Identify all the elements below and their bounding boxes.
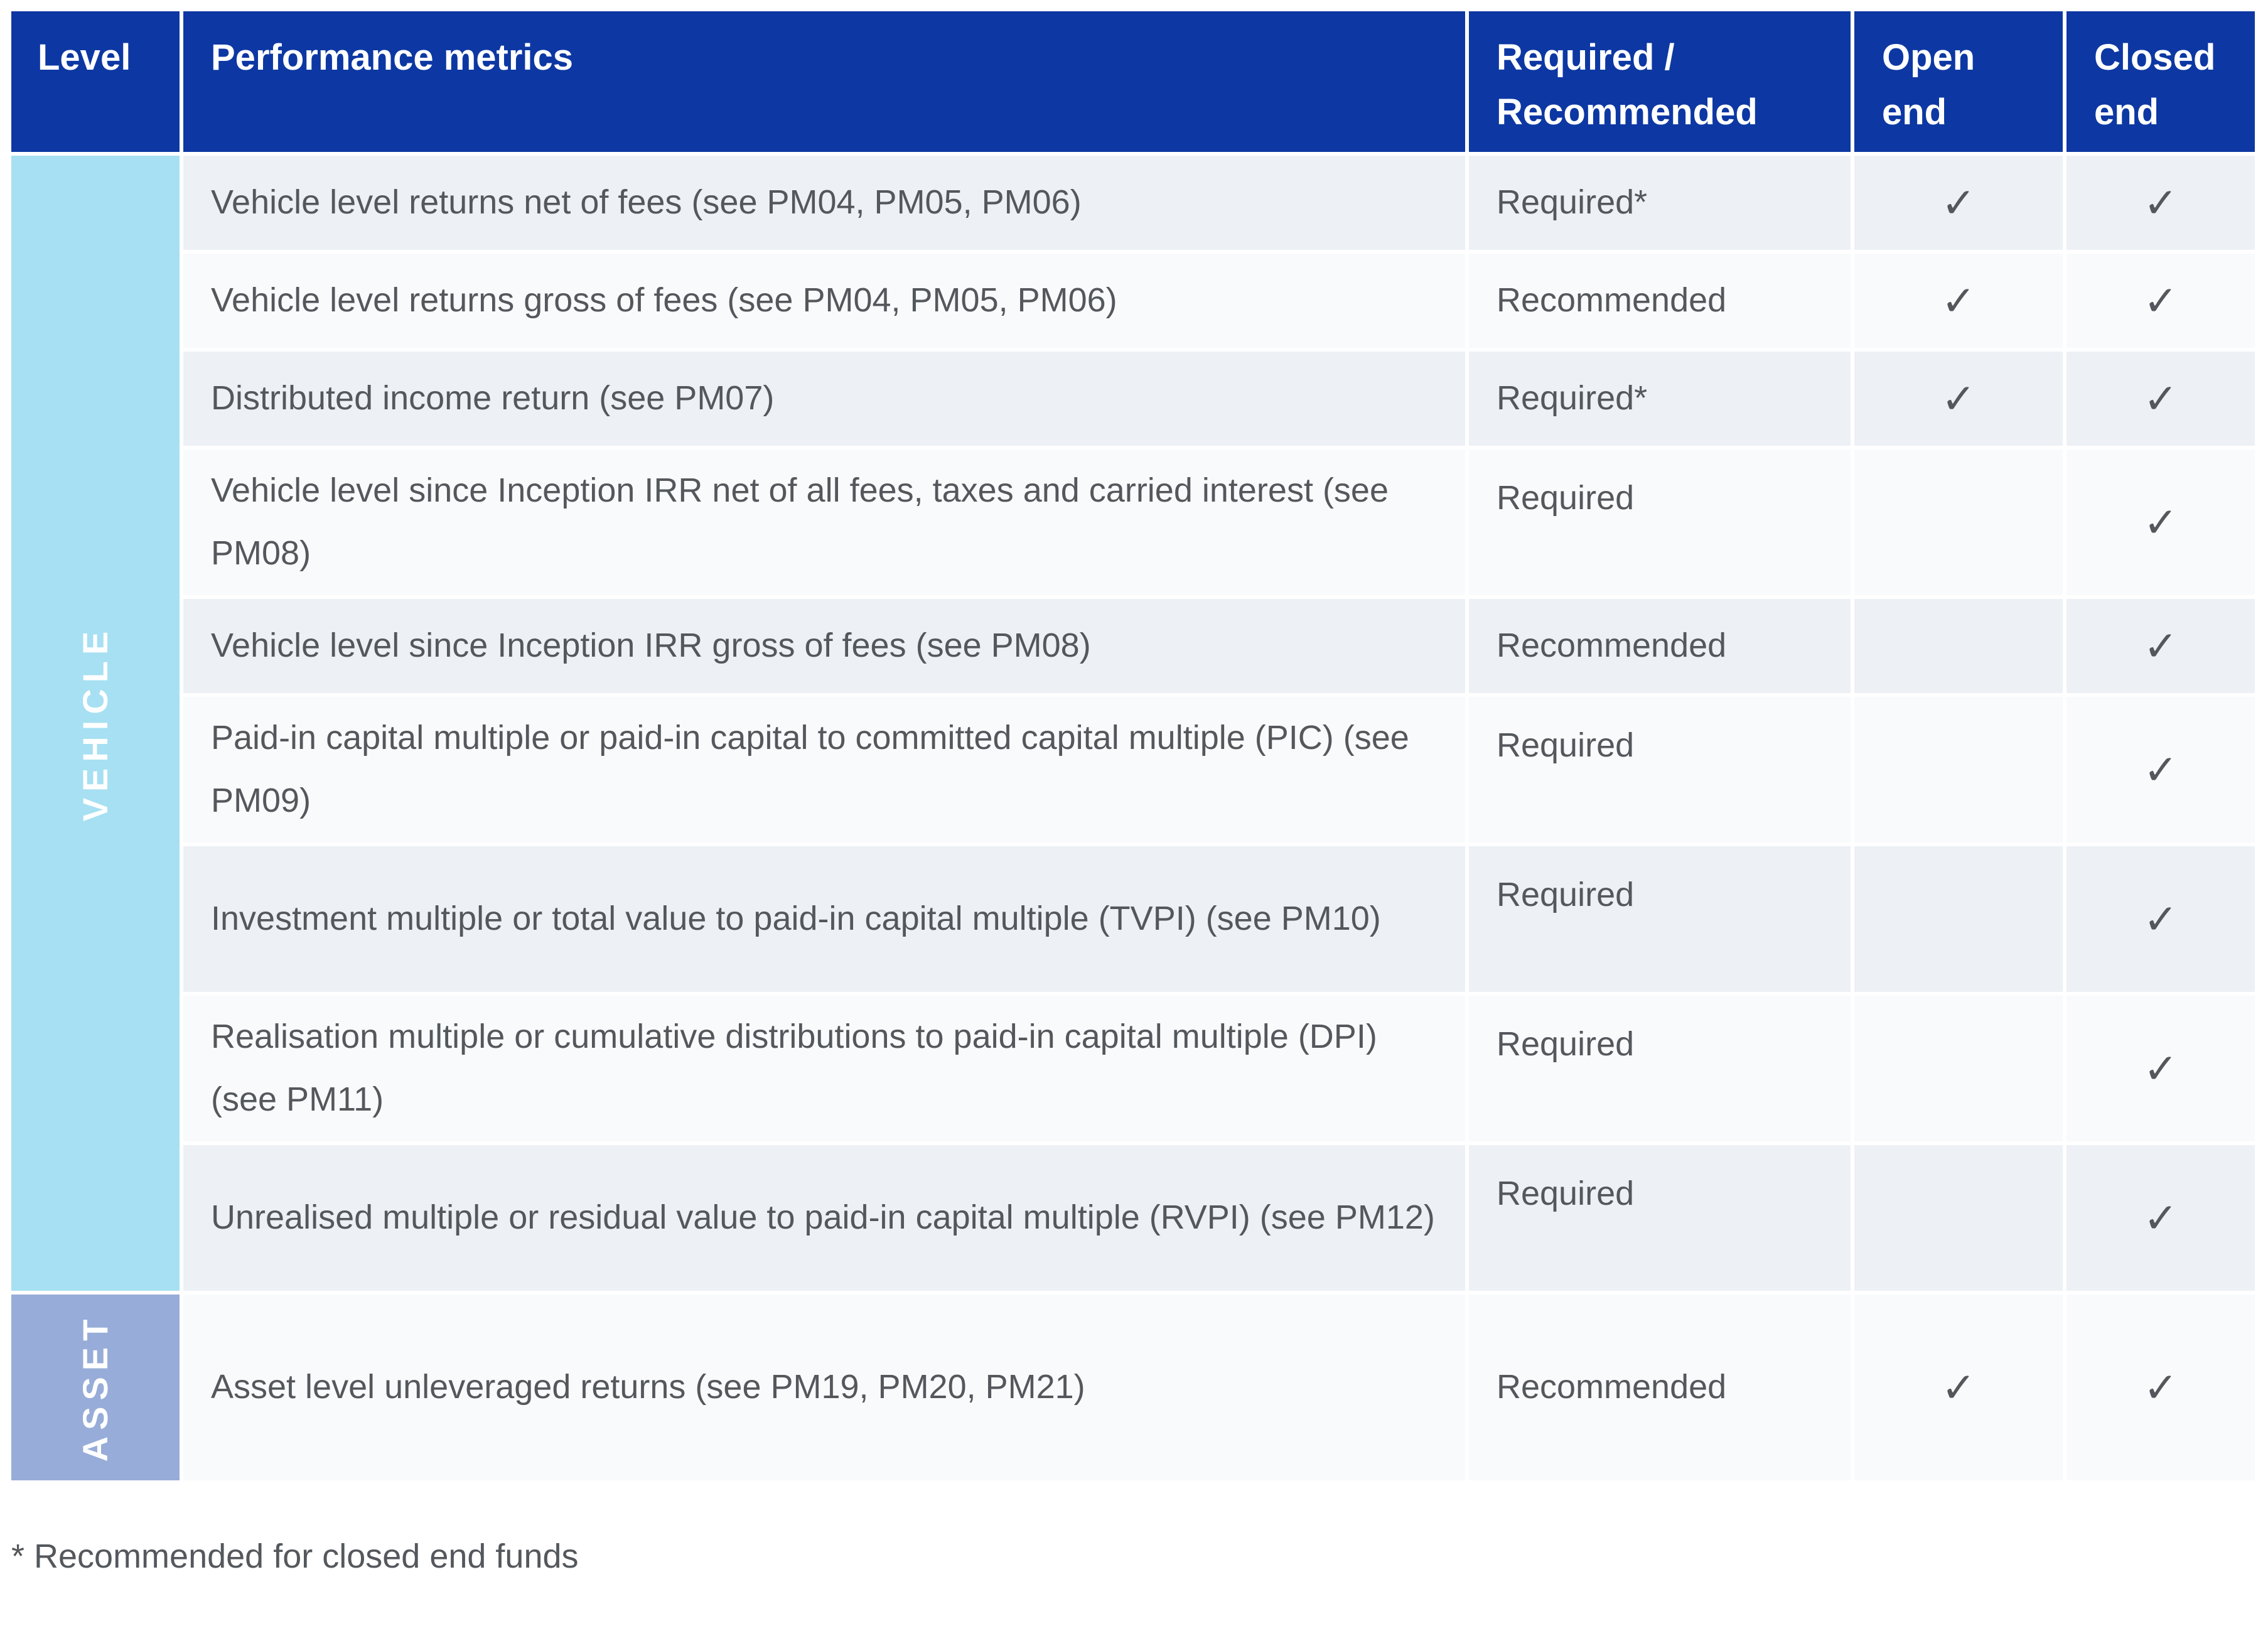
asset-section-cell: ASSET (11, 1295, 180, 1480)
column-header-level-label: Level (38, 37, 131, 78)
table-row: Paid-in capital multiple or paid-in capi… (11, 697, 2255, 843)
asset-section-label: ASSET (75, 1313, 115, 1462)
required-header-line2: Recommended (1497, 92, 1758, 132)
table-row: Vehicle level since Inception IRR gross … (11, 599, 2255, 693)
closed-end-check-cell: ✓ (2066, 156, 2255, 250)
closed-end-check-cell: ✓ (2066, 254, 2255, 348)
closed-end-check-cell: ✓ (2066, 450, 2255, 595)
check-icon: ✓ (1941, 1364, 1976, 1411)
closed-end-check-cell: ✓ (2066, 352, 2255, 446)
open-end-header-line1: Open (1882, 37, 1975, 78)
table-row: Vehicle level returns gross of fees (see… (11, 254, 2255, 348)
check-icon: ✓ (2143, 1045, 2178, 1092)
open-end-check-cell (1854, 450, 2063, 595)
open-end-check-cell: ✓ (1854, 254, 2063, 348)
open-end-header-line2: end (1882, 92, 1947, 132)
metric-cell: Unrealised multiple or residual value to… (183, 1145, 1465, 1291)
closed-end-check-cell: ✓ (2066, 1145, 2255, 1291)
requirement-cell: Required* (1469, 352, 1851, 446)
table-header: Level Performance metrics Required / Rec… (11, 11, 2255, 152)
check-icon: ✓ (2143, 1195, 2178, 1241)
check-icon: ✓ (1941, 277, 1976, 324)
open-end-check-cell (1854, 996, 2063, 1141)
check-icon: ✓ (2143, 623, 2178, 669)
closed-end-header-line2: end (2094, 92, 2159, 132)
open-end-check-cell: ✓ (1854, 352, 2063, 446)
requirement-cell: Recommended (1469, 1295, 1851, 1480)
column-header-closed-end: Closed end (2066, 11, 2255, 152)
check-icon: ✓ (2143, 746, 2178, 793)
metric-cell: Asset level unleveraged returns (see PM1… (183, 1295, 1465, 1480)
closed-end-check-cell: ✓ (2066, 846, 2255, 992)
open-end-check-cell: ✓ (1854, 1295, 2063, 1480)
table-row: Investment multiple or total value to pa… (11, 846, 2255, 992)
vehicle-section-label: VEHICLE (75, 625, 115, 822)
metric-cell: Realisation multiple or cumulative distr… (183, 996, 1465, 1141)
closed-end-check-cell: ✓ (2066, 697, 2255, 843)
vehicle-section-cell: VEHICLE (11, 156, 180, 1291)
closed-end-check-cell: ✓ (2066, 1295, 2255, 1480)
closed-end-check-cell: ✓ (2066, 599, 2255, 693)
check-icon: ✓ (2143, 1364, 2178, 1411)
requirement-cell: Recommended (1469, 254, 1851, 348)
column-header-performance-metrics: Performance metrics (183, 11, 1465, 152)
table-row: Distributed income return (see PM07) Req… (11, 352, 2255, 446)
metric-cell: Vehicle level returns net of fees (see P… (183, 156, 1465, 250)
requirement-cell: Required (1469, 697, 1851, 843)
check-icon: ✓ (2143, 499, 2178, 546)
metric-cell: Vehicle level returns gross of fees (see… (183, 254, 1465, 348)
closed-end-check-cell: ✓ (2066, 996, 2255, 1141)
requirement-cell: Recommended (1469, 599, 1851, 693)
requirement-cell: Required* (1469, 156, 1851, 250)
open-end-check-cell (1854, 1145, 2063, 1291)
open-end-check-cell (1854, 846, 2063, 992)
column-header-required-recommended: Required / Recommended (1469, 11, 1851, 152)
metric-cell: Vehicle level since Inception IRR gross … (183, 599, 1465, 693)
check-icon: ✓ (2143, 375, 2178, 422)
header-row: Level Performance metrics Required / Rec… (11, 11, 2255, 152)
table-row: ASSET Asset level unleveraged returns (s… (11, 1295, 2255, 1480)
requirement-cell: Required (1469, 996, 1851, 1141)
metric-cell: Distributed income return (see PM07) (183, 352, 1465, 446)
performance-metrics-table: Level Performance metrics Required / Rec… (8, 8, 2259, 1484)
table-body: VEHICLE Vehicle level returns net of fee… (11, 156, 2255, 1480)
table-row: Realisation multiple or cumulative distr… (11, 996, 2255, 1141)
column-header-level: Level (11, 11, 180, 152)
check-icon: ✓ (1941, 375, 1976, 422)
open-end-check-cell: ✓ (1854, 156, 2063, 250)
check-icon: ✓ (2143, 180, 2178, 226)
column-header-open-end: Open end (1854, 11, 2063, 152)
open-end-check-cell (1854, 697, 2063, 843)
column-header-metrics-label: Performance metrics (211, 37, 574, 78)
requirement-cell: Required (1469, 1145, 1851, 1291)
table-row: Vehicle level since Inception IRR net of… (11, 450, 2255, 595)
requirement-cell: Required (1469, 846, 1851, 992)
table-row: Unrealised multiple or residual value to… (11, 1145, 2255, 1291)
check-icon: ✓ (2143, 896, 2178, 942)
required-header-line1: Required / (1497, 37, 1675, 78)
footnote: * Recommended for closed end funds (11, 1537, 579, 1575)
table-row: VEHICLE Vehicle level returns net of fee… (11, 156, 2255, 1291)
closed-end-header-line1: Closed (2094, 37, 2216, 78)
metric-cell: Paid-in capital multiple or paid-in capi… (183, 697, 1465, 843)
open-end-check-cell (1854, 599, 2063, 693)
metric-cell: Vehicle level since Inception IRR net of… (183, 450, 1465, 595)
metric-cell: Investment multiple or total value to pa… (183, 846, 1465, 992)
requirement-cell: Required (1469, 450, 1851, 595)
check-icon: ✓ (2143, 277, 2178, 324)
check-icon: ✓ (1941, 180, 1976, 226)
